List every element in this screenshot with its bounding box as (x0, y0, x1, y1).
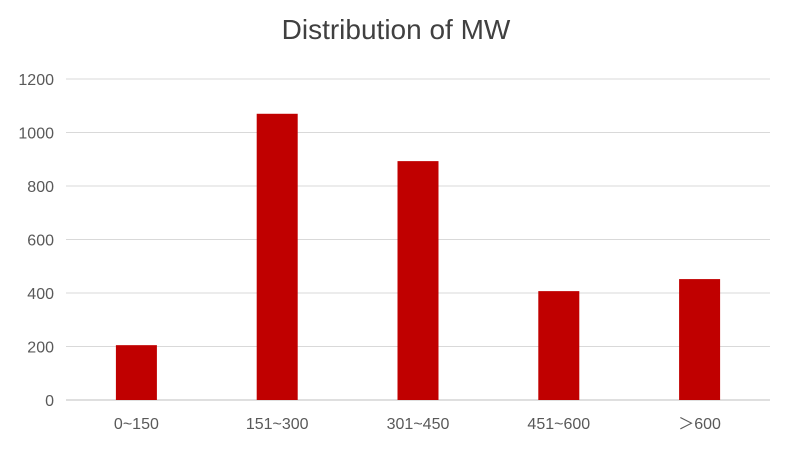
y-tick-label: 400 (27, 286, 54, 303)
x-tick-label: 151~300 (246, 416, 309, 433)
x-tick-label: 0~150 (114, 416, 159, 433)
x-tick-label: 451~600 (527, 416, 590, 433)
chart-title: Distribution of MW (281, 14, 511, 45)
bar (679, 279, 721, 400)
y-tick-label: 1200 (18, 72, 54, 89)
y-tick-label: 600 (27, 233, 54, 250)
bar (115, 345, 157, 400)
y-tick-label: 0 (45, 393, 54, 410)
x-tick-label: ＞600 (678, 416, 721, 433)
y-tick-label: 200 (27, 340, 54, 357)
y-tick-label: 1000 (18, 126, 54, 143)
x-tick-label: 301~450 (387, 416, 450, 433)
bar (538, 291, 580, 400)
y-tick-label: 800 (27, 179, 54, 196)
bar (256, 113, 298, 401)
bar (397, 161, 439, 400)
